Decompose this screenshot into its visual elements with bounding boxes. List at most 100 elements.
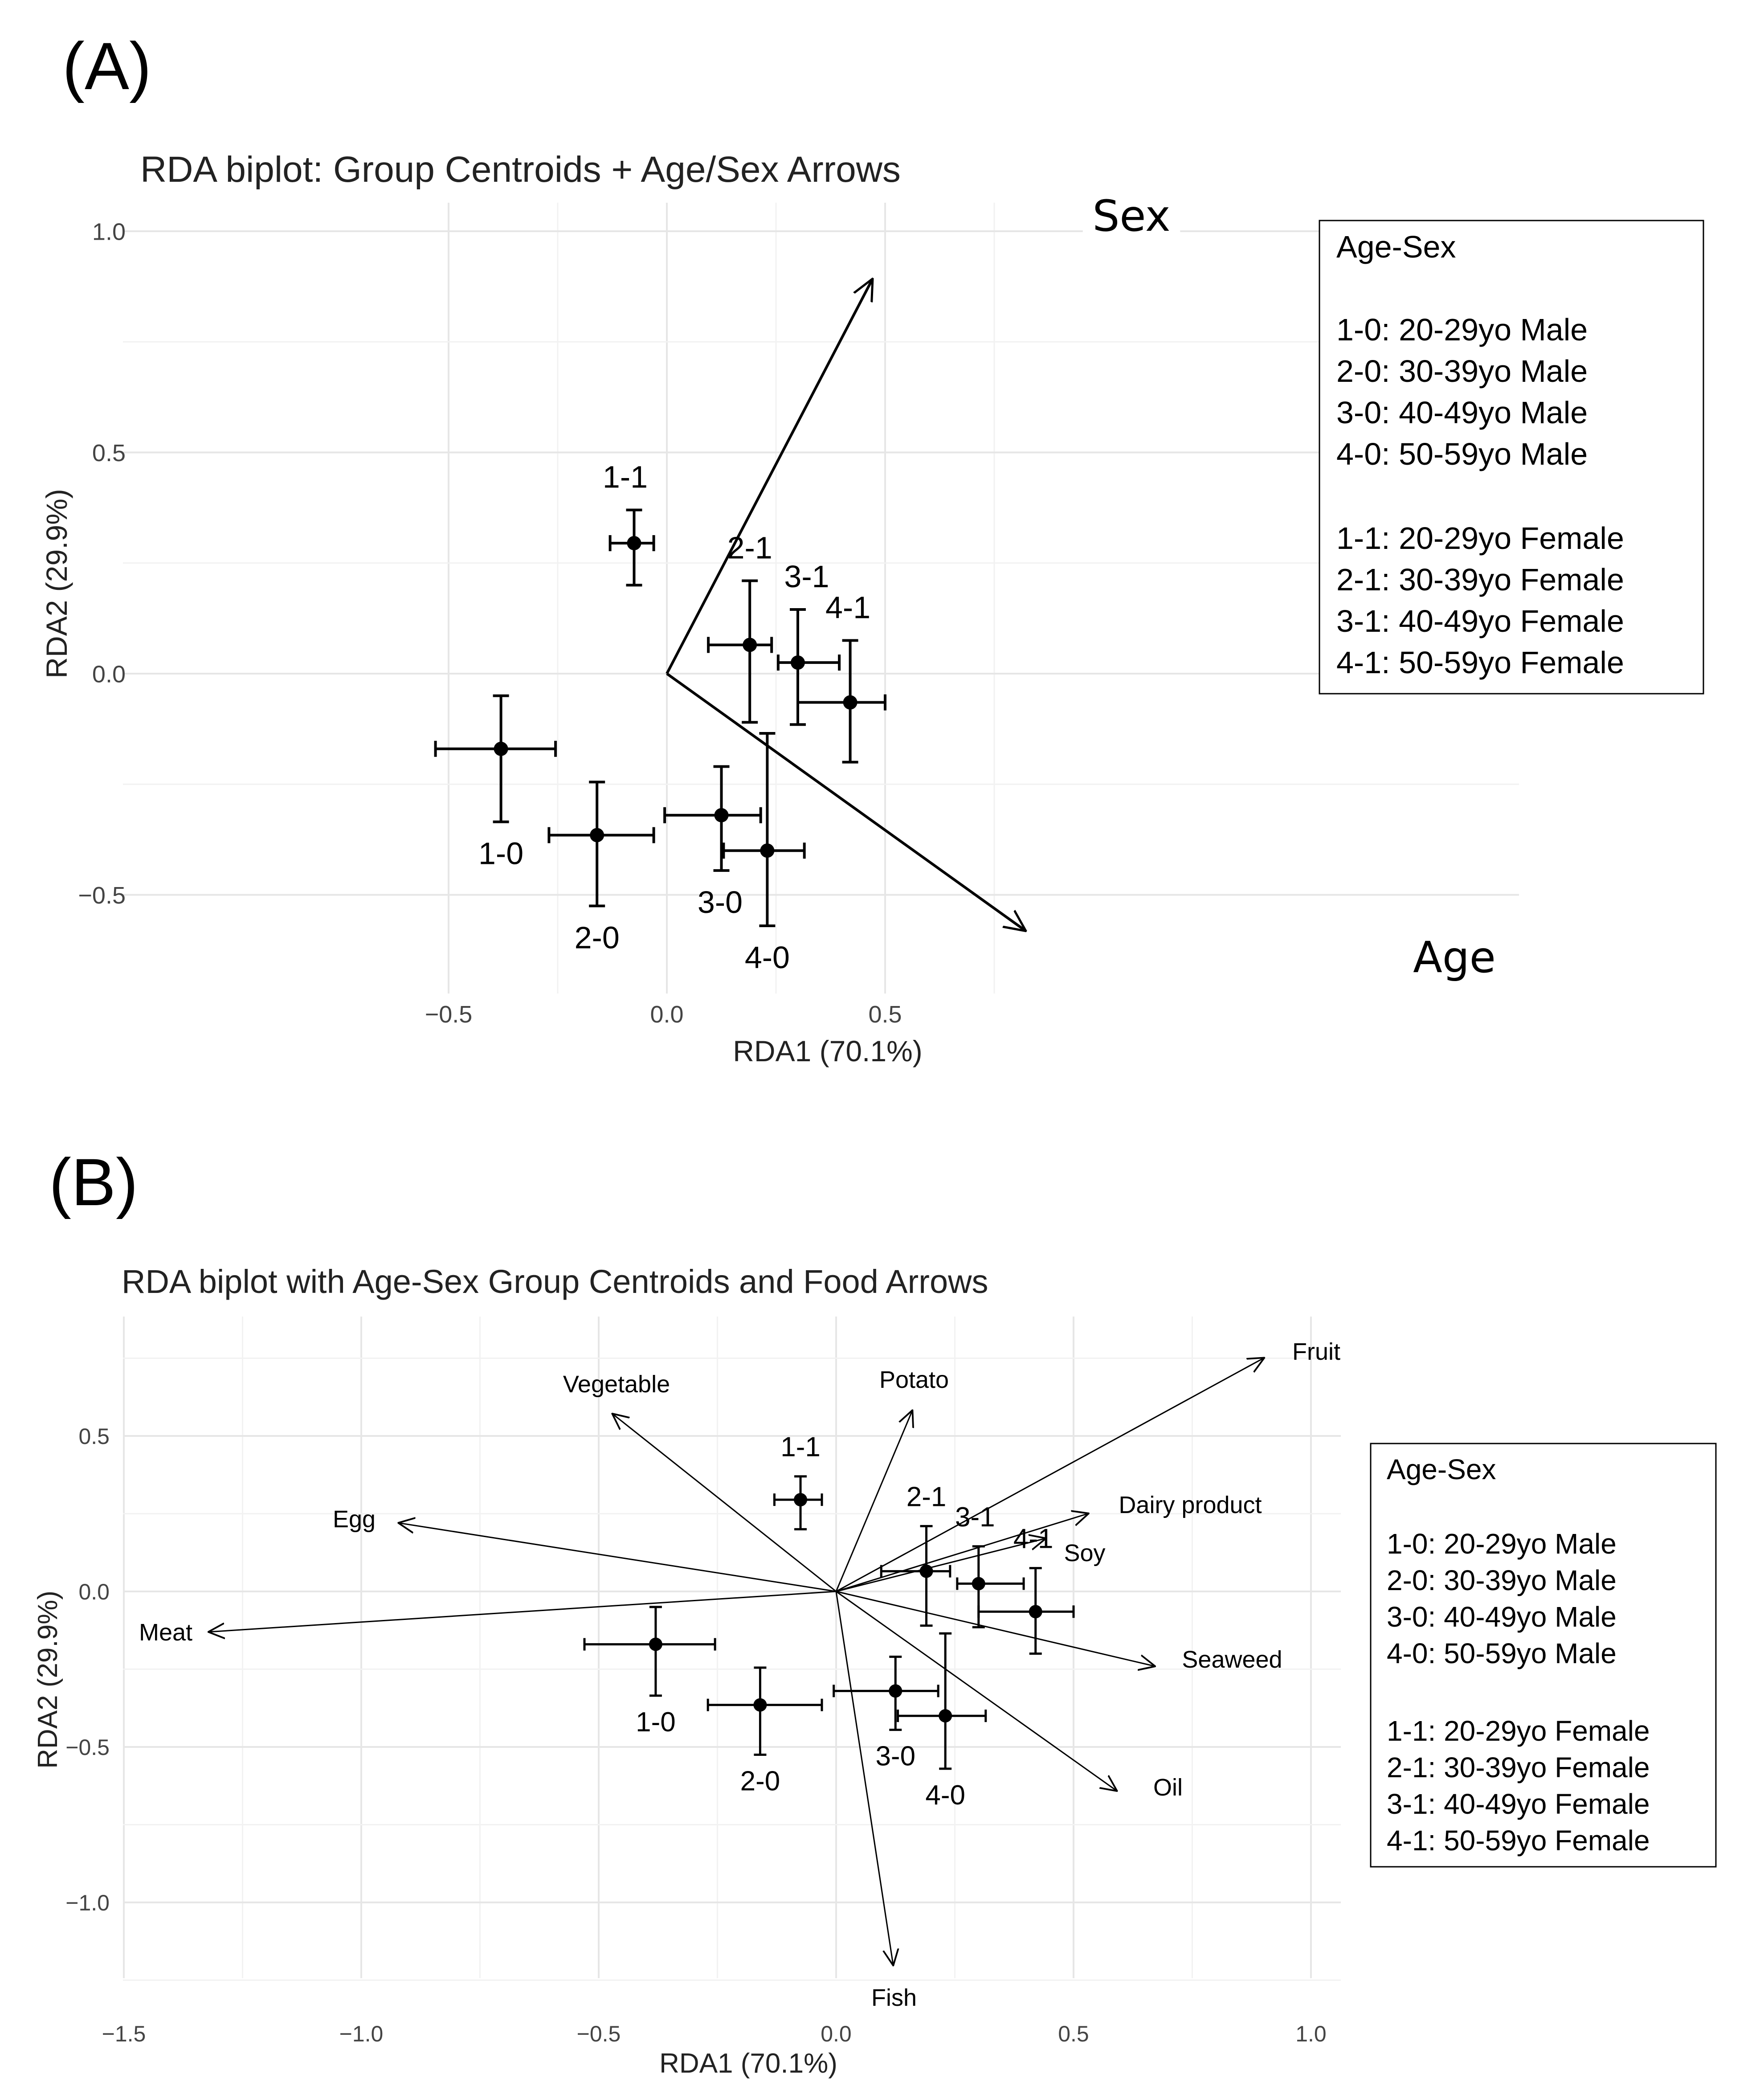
panel-a-arrow-sex	[666, 280, 872, 675]
panel-a-point-label-1-0: 1-0	[478, 836, 523, 871]
panel-b-legend-entry: 3-0: 40-49yo Male	[1387, 1601, 1617, 1633]
panel-b-point-3-1	[972, 1577, 985, 1591]
panel-a-point-2-0	[590, 828, 604, 843]
panel-a-centroid-4-0: 4-0	[722, 732, 806, 975]
panel-b-point-1-1	[794, 1493, 808, 1507]
panel-b-y-axis-label: RDA2 (29.9%)	[33, 1591, 63, 1769]
panel-b-legend: Age-Sex 1-0: 20-29yo Male 2-0: 30-39yo Mal…	[1370, 1443, 1717, 1868]
panel-b-point-4-1	[1029, 1605, 1042, 1619]
panel-b-arrow-potato	[835, 1411, 912, 1592]
panel-a-arrows: Sex Age	[666, 191, 1503, 982]
panel-a-y-tick-label: 1.0	[92, 218, 126, 245]
panel-b-grid	[123, 1317, 1341, 1981]
panel-b-point-1-0	[649, 1637, 662, 1651]
panel-a-x-tick-label: −0.5	[425, 1001, 473, 1028]
panel-a-centroid-4-1: 4-1	[796, 590, 886, 764]
panel-a-legend-box	[1319, 220, 1704, 695]
panel-a-point-label-2-0: 2-0	[575, 920, 620, 955]
panel-a-point-3-0	[714, 808, 729, 822]
panel-a-centroid-1-0: 1-0	[434, 694, 557, 871]
panel-b-arrow-label-fruit: Fruit	[1292, 1338, 1340, 1365]
panel-a-arrow-label-bg	[1405, 936, 1503, 981]
panel-b-ticks: −1.5 −1.0 −0.5 0.0 0.5 1.0 −1.0 −0.5 0.0 0.5	[65, 1424, 1326, 2046]
panel-a-x-tick-label: 0.0	[650, 1001, 683, 1028]
panel-a-legend-entry: 1-0: 20-29yo Male	[1336, 312, 1588, 347]
panel-b-legend-title: Age-Sex	[1387, 1453, 1496, 1485]
panel-b-x-tick-label: 0.0	[821, 2021, 852, 2046]
panel-a-arrow-label-bg	[1082, 194, 1180, 240]
panel-a-y-tick-label: 0.0	[92, 661, 126, 687]
panel-b-point-label-4-1: 4-1	[1013, 1524, 1054, 1554]
panel-a-legend-entry: 2-1: 30-39yo Female	[1336, 562, 1624, 597]
panel-a-point-label-3-0: 3-0	[698, 885, 743, 920]
panel-a-x-axis-label: RDA1 (70.1%)	[733, 1035, 923, 1067]
panel-b-x-tick-label: 0.5	[1058, 2021, 1089, 2046]
panel-b-points: 1-0 2-0 3-0 4-0 1-1 2-1 3-1 4-1	[583, 1432, 1075, 1811]
panel-a-centroid-3-0: 3-0	[663, 765, 762, 920]
panel-b-arrow-label-meat: Meat	[139, 1619, 192, 1646]
panel-b-arrow-label-vegetable: Vegetable	[563, 1371, 670, 1398]
panel-b-legend-entry: 4-1: 50-59yo Female	[1387, 1824, 1650, 1857]
panel-a-centroid-2-0: 2-0	[547, 781, 655, 955]
panel-b-point-2-1	[919, 1564, 933, 1578]
panel-b-point-label-3-0: 3-0	[875, 1741, 915, 1772]
panel-a-point-label-2-1: 2-1	[727, 530, 772, 565]
panel-a-legend-title: Age-Sex	[1336, 229, 1456, 264]
panel-a-point-1-0	[494, 741, 508, 756]
panel-a-legend-entry: 2-0: 30-39yo Male	[1336, 354, 1588, 389]
panel-b-title: RDA biplot with Age-Sex Group Centroids …	[122, 1263, 988, 1300]
panel-a-points: 1-0 2-0 3-04-0 1-1 2-1 3-14-1	[434, 460, 886, 975]
panel-a-point-label-4-1: 4-1	[825, 590, 870, 625]
panel-b-arrow-label-soy: Soy	[1064, 1540, 1105, 1566]
panel-b-arrow-label-potato: Potato	[879, 1366, 949, 1393]
panel-b-centroid-4-0: 4-0	[897, 1632, 987, 1811]
panel-b-x-tick-label: −0.5	[577, 2021, 621, 2046]
panel-b-centroid-3-1: 3-1	[955, 1502, 1025, 1628]
panel-b-arrow-label-fish: Fish	[871, 1984, 917, 2011]
panel-a-legend-entry: 3-1: 40-49yo Female	[1336, 604, 1624, 638]
panel-b-centroid-2-0: 2-0	[706, 1666, 823, 1796]
panel-a-arrow-age	[666, 672, 1025, 930]
panel-b-legend-entry: 4-0: 50-59yo Male	[1387, 1637, 1617, 1669]
panel-b-point-4-0	[939, 1709, 952, 1723]
panel-a-x-tick-label: 0.5	[868, 1001, 902, 1028]
panel-a-point-3-1	[791, 655, 805, 670]
panel-b-point-label-2-1: 2-1	[906, 1481, 947, 1512]
panel-a-legend-entry: 1-1: 20-29yo Female	[1336, 521, 1624, 556]
panel-a-label: (A)	[62, 29, 151, 103]
panel-a-legend-entry: 3-0: 40-49yo Male	[1336, 395, 1588, 430]
panel-b-y-tick-label: 0.0	[78, 1579, 110, 1604]
panel-a-y-tick-label: 0.5	[92, 440, 126, 466]
panel-b-point-label-1-1: 1-1	[780, 1432, 821, 1463]
panel-b-arrows: Fruit Potato Vegetable Egg Meat Dairy product…	[139, 1338, 1340, 2011]
panel-a-point-2-1	[743, 638, 757, 652]
panel-b-arrow-egg	[399, 1523, 837, 1592]
panel-a-y-axis-label: RDA2 (29.9%)	[40, 489, 73, 679]
panel-b-y-tick-label: 0.5	[78, 1424, 110, 1449]
panel-b-arrow-label-dairy-product: Dairy product	[1119, 1492, 1262, 1518]
panel-b-arrow-meat	[209, 1591, 837, 1632]
panel-a-legend-entry: 4-1: 50-59yo Female	[1336, 645, 1624, 680]
panel-b-legend-entry: 2-0: 30-39yo Male	[1387, 1564, 1617, 1596]
panel-a-grid	[123, 203, 1519, 994]
panel-b-y-tick-label: −0.5	[65, 1735, 110, 1760]
panel-b-centroid-3-0: 3-0	[833, 1656, 939, 1772]
panel-a-point-1-1	[627, 536, 641, 551]
panel-a-arrow-label-age: Age	[1413, 932, 1496, 982]
panel-a-arrow-label-sex: Sex	[1092, 191, 1170, 241]
panel-a-point-label-4-0: 4-0	[745, 940, 790, 975]
panel-a-ticks: −0.5 0.0 0.5 −0.5 0.0 0.5 1.0	[78, 218, 902, 1028]
panel-b-legend-entry: 1-0: 20-29yo Male	[1387, 1528, 1617, 1560]
panel-b-legend-entry: 3-1: 40-49yo Female	[1387, 1788, 1650, 1820]
panel-a-centroid-3-1: 3-1	[776, 559, 841, 726]
panel-a-y-tick-label: −0.5	[78, 882, 126, 909]
panel-a-point-4-0	[760, 843, 775, 858]
panel-b-point-3-0	[889, 1684, 902, 1698]
panel-b-arrow-label-oil: Oil	[1153, 1774, 1183, 1801]
panel-b-x-tick-label: 1.0	[1295, 2021, 1327, 2046]
panel-b-legend-box	[1370, 1443, 1717, 1868]
panel-b-arrow-fruit	[836, 1358, 1263, 1592]
panel-b-arrow-oil	[836, 1591, 1116, 1791]
panel-b-arrow-seaweed	[836, 1591, 1154, 1666]
